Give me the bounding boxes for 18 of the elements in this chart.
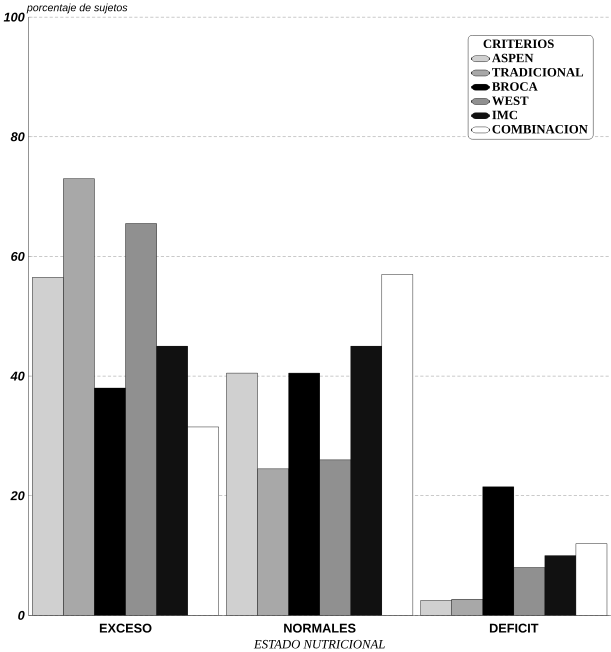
- y-tick-label: 40: [10, 372, 25, 381]
- y-tick-label: 0: [18, 610, 25, 620]
- x-tick-label: NORMALES: [284, 624, 356, 633]
- y-tick-label: 60: [11, 252, 25, 261]
- legend-label: BROCA: [492, 82, 538, 91]
- y-axis-title: porcentaje de sujetos: [26, 4, 128, 14]
- x-tick-label: EXCESO: [100, 624, 152, 633]
- legend-label: TRADICIONAL: [492, 68, 584, 77]
- legend-label: IMC: [492, 110, 517, 120]
- y-tick-label: 80: [10, 132, 25, 142]
- x-axis-title: ESTADO NUTRICIONAL: [254, 640, 385, 648]
- y-tick-label: 100: [4, 12, 25, 22]
- x-tick-label: DEFICIT: [490, 624, 538, 633]
- legend-title: CRITERIOS: [484, 40, 554, 48]
- legend-label: COMBINACION: [492, 124, 588, 134]
- legend-label: ASPEN: [492, 54, 534, 62]
- legend-label: WEST: [492, 96, 528, 106]
- y-tick-label: 20: [10, 491, 25, 500]
